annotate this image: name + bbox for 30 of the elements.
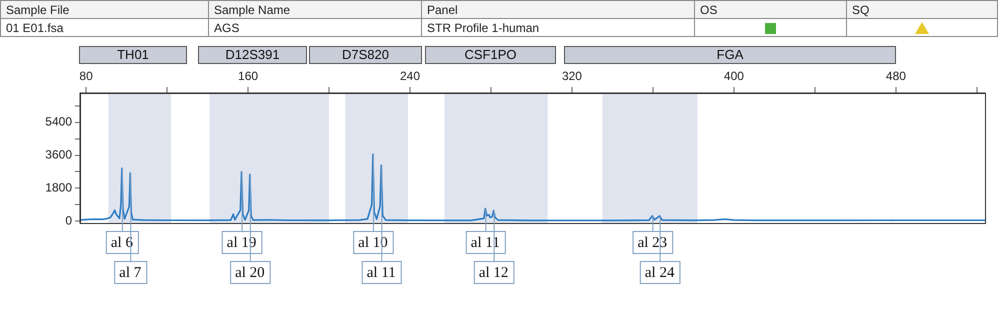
text: Panel (422, 0, 694, 18)
text: D7S820 (342, 47, 389, 62)
annotation: al 20 (235, 264, 265, 281)
x-tick-label: 240 (400, 69, 420, 84)
text: CSF1PO (464, 47, 517, 62)
x-tick-label: 400 (724, 69, 744, 84)
text: TH01 (117, 47, 149, 62)
x-tick-label: 480 (886, 69, 906, 84)
annotation: al 11 (470, 234, 500, 251)
y-tick-label: 1800 (45, 180, 72, 195)
annotation: al 23 (638, 234, 668, 251)
text: STR Profile 1-human (422, 18, 694, 36)
text: FGA (716, 47, 744, 62)
x-tick-label: 160 (238, 69, 258, 84)
text: SQ (846, 0, 998, 18)
y-tick-label: 5400 (45, 114, 72, 129)
text: 01 E01.fsa (0, 18, 208, 36)
text: OS (694, 0, 846, 18)
x-tick-label: 320 (562, 69, 582, 84)
y-tick-label: 0 (65, 213, 72, 228)
x-tick-label: 80 (79, 69, 94, 84)
text: Sample File (0, 0, 208, 18)
annotation: al 11 (366, 264, 396, 281)
annotation: al 12 (478, 264, 508, 281)
annotation: al 7 (119, 264, 142, 281)
annotation: al 24 (644, 264, 675, 281)
text: D12S391 (225, 47, 280, 62)
text: AGS (208, 18, 422, 36)
y-tick-label: 3600 (45, 148, 72, 162)
text: Sample Name (208, 0, 422, 18)
